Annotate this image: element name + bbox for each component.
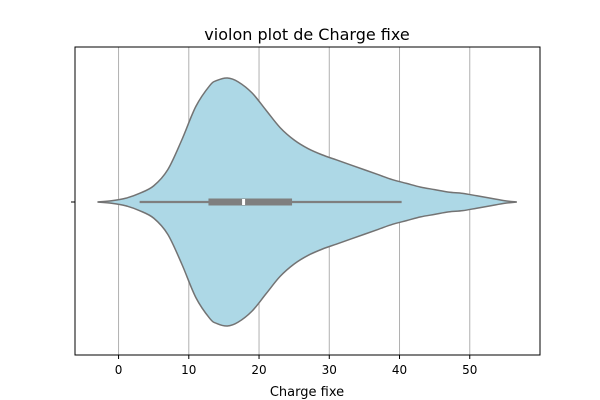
- x-tick-label: 10: [181, 363, 196, 377]
- axes-frame: [74, 46, 541, 356]
- x-tick-label: 40: [392, 363, 407, 377]
- x-tick-label: 50: [462, 363, 477, 377]
- iqr-box: [208, 198, 293, 206]
- plot-area: 0 10 20 30 40 50: [71, 46, 541, 377]
- chart-title: violon plot de Charge fixe: [204, 25, 409, 44]
- x-tick-label: 30: [322, 363, 337, 377]
- median-marker: [242, 199, 246, 205]
- x-tick-label: 20: [251, 363, 266, 377]
- x-tick-label: 0: [115, 363, 123, 377]
- x-axis-label: Charge fixe: [270, 385, 344, 400]
